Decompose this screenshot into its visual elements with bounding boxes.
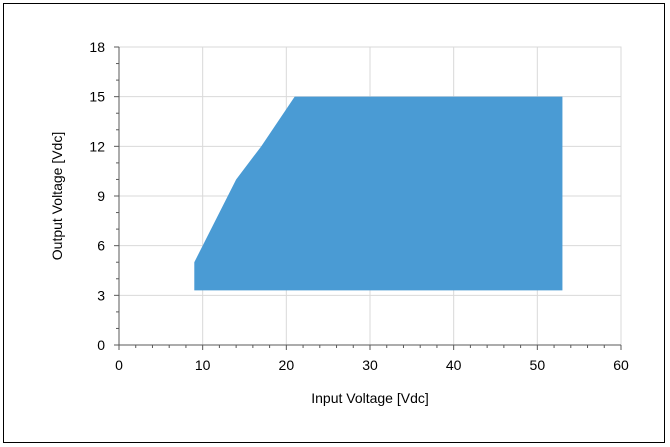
y-tick-label: 12 xyxy=(89,138,105,154)
y-tick-label: 0 xyxy=(97,337,105,353)
y-tick-label: 6 xyxy=(97,238,105,254)
y-axis-title: Output Voltage [Vdc] xyxy=(49,132,65,260)
x-tick-label: 10 xyxy=(195,357,211,373)
x-tick-label: 30 xyxy=(362,357,378,373)
operating-region xyxy=(194,96,563,291)
y-tick-label: 15 xyxy=(89,89,105,105)
plot-area xyxy=(194,96,563,291)
y-tick-label: 3 xyxy=(97,287,105,303)
x-tick-label: 20 xyxy=(279,357,295,373)
y-tick-labels: 0 3 6 9 12 15 18 xyxy=(89,39,105,353)
x-tick-label: 40 xyxy=(446,357,462,373)
axes xyxy=(114,46,622,350)
x-tick-label: 60 xyxy=(613,357,629,373)
x-tick-label: 50 xyxy=(530,357,546,373)
x-tick-label: 0 xyxy=(115,357,123,373)
x-tick-labels: 0 10 20 30 40 50 60 xyxy=(115,357,629,373)
y-tick-label: 9 xyxy=(97,188,105,204)
x-axis-title: Input Voltage [Vdc] xyxy=(311,390,429,406)
y-tick-label: 18 xyxy=(89,39,105,55)
